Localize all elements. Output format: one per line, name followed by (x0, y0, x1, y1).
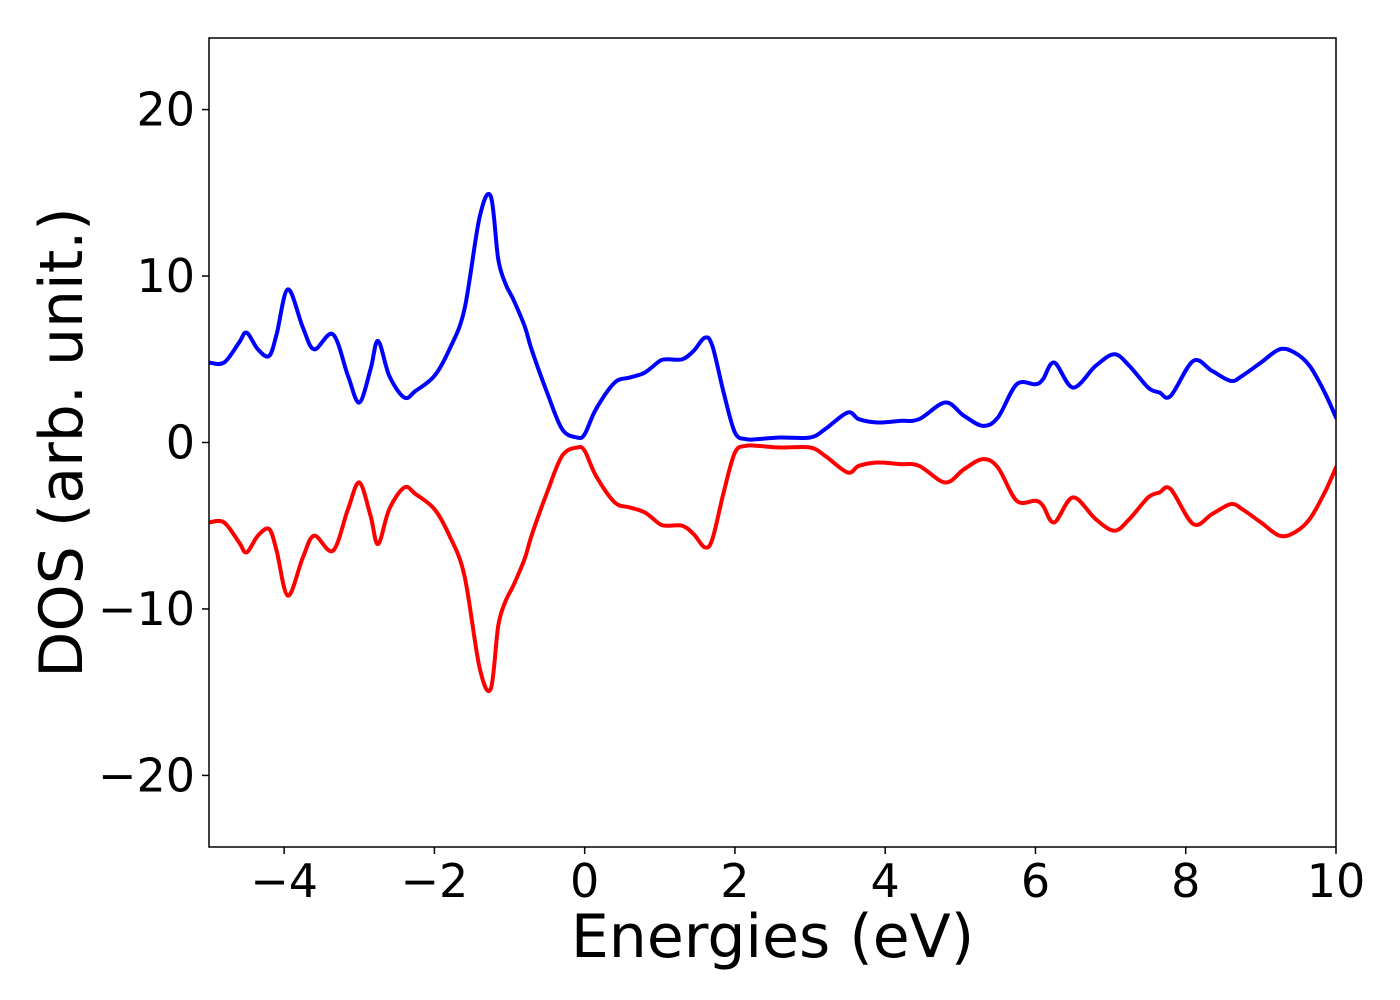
x-tick-label: −2 (400, 854, 468, 908)
x-tick-label: 10 (1307, 854, 1366, 908)
y-tick-label: 0 (166, 416, 195, 470)
y-axis-ticks: −20 −10 0 10 20 (98, 83, 209, 802)
x-tick-label: 6 (1021, 854, 1050, 908)
x-axis-label: Energies (eV) (571, 902, 974, 972)
x-tick-label: 8 (1171, 854, 1200, 908)
x-tick-label: 2 (720, 854, 749, 908)
x-axis-ticks: −4 −2 0 2 4 6 8 10 (250, 847, 1365, 908)
plot-frame (208, 37, 1337, 848)
x-tick-label: −4 (250, 854, 318, 908)
y-tick-label: −20 (98, 748, 195, 802)
x-tick-label: 4 (871, 854, 900, 908)
y-axis-label: DOS (arb. unit.) (27, 207, 97, 677)
series-line-blue (209, 191, 1336, 442)
series-layer (209, 191, 1336, 694)
series-line-red (209, 443, 1336, 694)
y-tick-label: 10 (136, 249, 195, 303)
y-tick-label: −10 (98, 582, 195, 636)
x-tick-label: 0 (570, 854, 599, 908)
y-tick-label: 20 (136, 83, 195, 137)
